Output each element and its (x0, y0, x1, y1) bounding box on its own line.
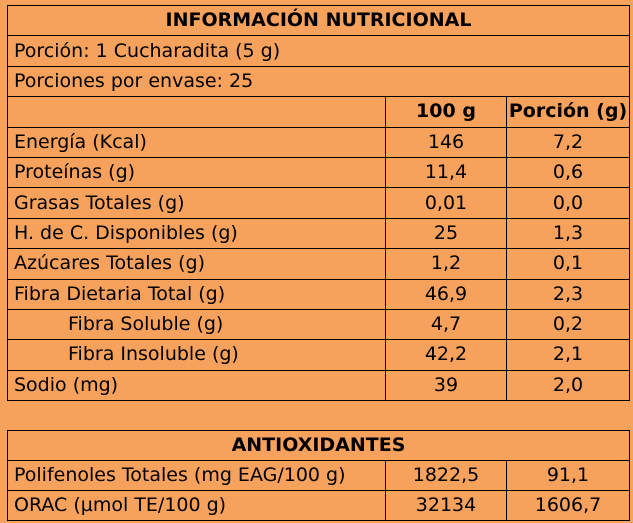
table-row: Azúcares Totales (g) 1,2 0,1 (7, 248, 631, 280)
nutrient-label: Sodio (mg) (7, 369, 386, 402)
antioxidant-value-100g: 32134 (385, 490, 507, 521)
antioxidant-value-portion: 1606,7 (506, 490, 630, 521)
table-row: Fibra Insoluble (g) 42,2 2,1 (7, 339, 631, 371)
table-row: Fibra Dietaria Total (g) 46,9 2,3 (7, 278, 631, 310)
value-per-100g: 39 (385, 369, 507, 402)
value-per-portion: 2,1 (505, 339, 631, 371)
nutrition-facts-table: INFORMACIÓN NUTRICIONAL Porción: 1 Cucha… (6, 4, 631, 402)
value-per-portion: 0,0 (505, 187, 631, 219)
table-row: Grasas Totales (g) 0,01 0,0 (7, 187, 631, 219)
table-row: Proteínas (g) 11,4 0,6 (7, 156, 631, 189)
value-per-100g: 146 (385, 126, 507, 158)
value-per-portion: 0,1 (505, 248, 631, 280)
value-per-100g: 11,4 (385, 156, 507, 189)
antioxidant-value-portion: 91,1 (506, 460, 630, 491)
nutrient-sublabel: Fibra Soluble (g) (7, 308, 386, 341)
antioxidant-label: ORAC (µmol TE/100 g) (7, 490, 386, 521)
value-per-portion: 0,2 (505, 308, 631, 341)
nutrient-label: Proteínas (g) (7, 156, 386, 189)
header-blank-cell (7, 96, 386, 128)
serving-row: Porción: 1 Cucharadita (5 g) (6, 35, 631, 67)
value-per-100g: 1,2 (385, 248, 507, 280)
antioxidants-table: ANTIOXIDANTES Polifenoles Totales (mg EA… (7, 430, 630, 521)
table-row: H. de C. Disponibles (g) 25 1,3 (7, 217, 631, 250)
antioxidant-value-100g: 1822,5 (385, 460, 507, 491)
value-per-100g: 4,7 (385, 308, 507, 341)
nutrient-label: H. de C. Disponibles (g) (7, 217, 386, 250)
value-per-100g: 0,01 (385, 187, 507, 219)
value-per-portion: 2,3 (505, 278, 631, 310)
table-row: Energía (Kcal) 146 7,2 (7, 126, 631, 158)
nutrient-label: Fibra Dietaria Total (g) (7, 278, 386, 310)
antioxidant-label: Polifenoles Totales (mg EAG/100 g) (7, 460, 386, 491)
column-header-portion: Porción (g) (505, 96, 631, 128)
antioxidants-title: ANTIOXIDANTES (7, 430, 630, 461)
table-title-row: ANTIOXIDANTES (7, 430, 630, 461)
nutrition-title: INFORMACIÓN NUTRICIONAL (6, 4, 631, 37)
table-row: Polifenoles Totales (mg EAG/100 g) 1822,… (7, 460, 630, 491)
nutrient-sublabel: Fibra Insoluble (g) (7, 339, 386, 371)
nutrient-label: Azúcares Totales (g) (7, 248, 386, 280)
value-per-portion: 7,2 (505, 126, 631, 158)
servings-per-container-row: Porciones por envase: 25 (6, 65, 631, 98)
nutrient-label: Energía (Kcal) (7, 126, 386, 158)
value-per-100g: 46,9 (385, 278, 507, 310)
serving-size-text: Porción: 1 Cucharadita (5 g) (6, 35, 631, 67)
value-per-portion: 1,3 (505, 217, 631, 250)
column-header-100g: 100 g (385, 96, 507, 128)
table-row: ORAC (µmol TE/100 g) 32134 1606,7 (7, 490, 630, 521)
column-header-row: 100 g Porción (g) (7, 96, 631, 128)
table-title-row: INFORMACIÓN NUTRICIONAL (6, 4, 631, 37)
table-row: Sodio (mg) 39 2,0 (7, 369, 631, 402)
table-row: Fibra Soluble (g) 4,7 0,2 (7, 308, 631, 341)
value-per-100g: 25 (385, 217, 507, 250)
value-per-100g: 42,2 (385, 339, 507, 371)
value-per-portion: 2,0 (505, 369, 631, 402)
value-per-portion: 0,6 (505, 156, 631, 189)
servings-per-container-text: Porciones por envase: 25 (6, 65, 631, 98)
nutrient-label: Grasas Totales (g) (7, 187, 386, 219)
